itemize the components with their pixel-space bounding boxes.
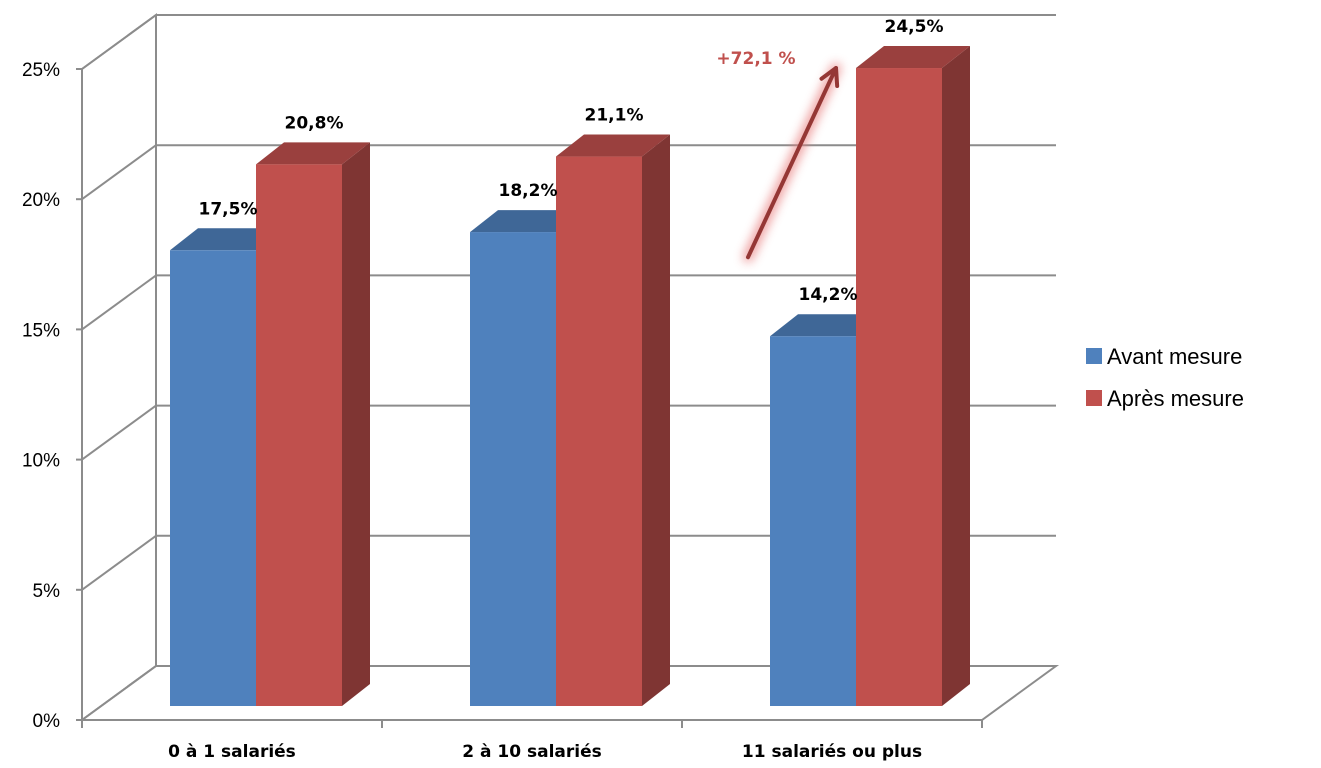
arrow-shaft (746, 66, 838, 260)
bar-top (856, 46, 970, 69)
bar-top (470, 210, 584, 233)
bar-top (556, 134, 670, 157)
growth-annotation: +72,1 % (716, 49, 841, 263)
bar-top (256, 142, 370, 165)
y-tick-label: 15% (22, 320, 60, 341)
gridline-side (81, 665, 157, 721)
bar (856, 46, 970, 706)
y-tick-label: 0% (33, 711, 61, 732)
legend-swatch-apres (1086, 390, 1102, 406)
bar-top (170, 228, 284, 251)
gridline-side (81, 14, 157, 70)
y-tick-label: 20% (22, 190, 60, 211)
gridline-side (81, 144, 157, 201)
gridline-side (81, 274, 157, 331)
bar-front (556, 156, 642, 706)
data-label: 14,2% (799, 285, 858, 305)
bar-front (856, 68, 942, 706)
data-labels: 17,5% 18,2% 14,2% 20,8% 21,1% 24,5% (199, 17, 944, 305)
bar-side (642, 134, 670, 706)
legend-label-avant: Avant mesure (1107, 344, 1242, 369)
bar-front (770, 336, 856, 706)
x-tick-label: 0 à 1 salariés (168, 742, 296, 762)
data-label: 20,8% (285, 113, 344, 133)
gridline-side (81, 404, 157, 461)
bar (256, 142, 370, 707)
data-label: 18,2% (499, 181, 558, 201)
legend-label-apres: Après mesure (1107, 386, 1244, 411)
bar-front (256, 164, 342, 707)
gridline-side (81, 534, 157, 591)
bars (170, 46, 970, 707)
x-axis: 0 à 1 salariés 2 à 10 salariés 11 salariés… (81, 719, 983, 762)
legend: Avant mesure Après mesure (1086, 344, 1244, 411)
data-label: 24,5% (885, 17, 944, 37)
bar-front (470, 232, 556, 706)
y-tick-label: 5% (33, 581, 61, 602)
annotation-label: +72,1 % (716, 49, 795, 69)
y-tick-label: 10% (22, 451, 60, 472)
x-tick-label: 11 salariés ou plus (742, 742, 922, 762)
data-label: 17,5% (199, 199, 258, 219)
arrow-head (819, 66, 840, 88)
side-wall (81, 13, 157, 722)
bar-front (170, 250, 256, 707)
x-tick-label: 2 à 10 salariés (462, 742, 601, 762)
y-tick-label: 25% (22, 60, 60, 81)
bar (556, 134, 670, 706)
bar-side (342, 142, 370, 707)
bar-top (770, 314, 884, 337)
y-axis-ticks: 0% 5% 10% 15% 20% 25% (22, 60, 82, 732)
data-label: 21,1% (585, 106, 644, 126)
legend-swatch-avant (1086, 348, 1102, 364)
bar-side (942, 46, 970, 706)
